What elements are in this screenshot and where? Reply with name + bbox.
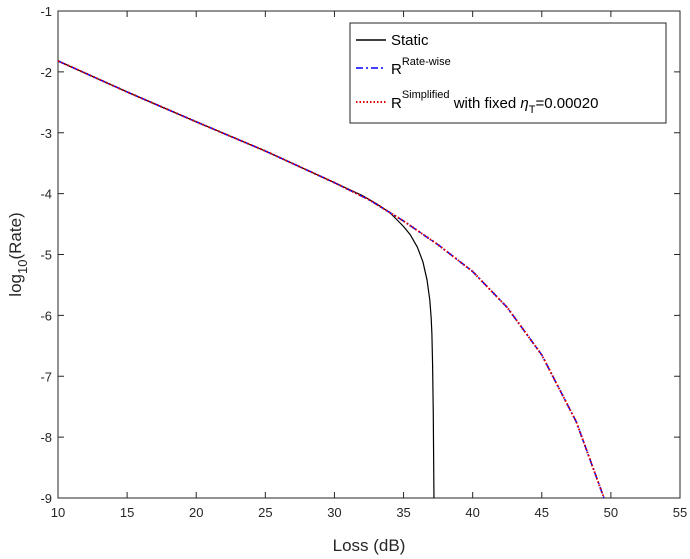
legend-label-static: Static xyxy=(391,32,429,49)
x-tick-label: 30 xyxy=(327,505,341,520)
legend-rate-wise-sup: Rate-wise xyxy=(402,56,451,68)
y-tick-labels: -9 -8 -7 -6 -5 -4 -3 -2 -1 xyxy=(40,4,52,506)
axis-ticks xyxy=(57,10,681,499)
y-axis-label: log10(Rate) xyxy=(6,212,30,296)
series-line-simplified xyxy=(57,60,605,499)
x-tick-label: 45 xyxy=(535,505,549,520)
x-tick-labels: 10 15 20 25 30 35 40 45 50 55 xyxy=(51,505,687,520)
x-tick-label: 15 xyxy=(120,505,134,520)
y-tick-label: -9 xyxy=(40,491,52,506)
x-tick-label: 20 xyxy=(189,505,203,520)
legend-simplified-mid: with fixed xyxy=(450,95,521,112)
y-tick-label: -8 xyxy=(40,430,52,445)
y-tick-label: -6 xyxy=(40,308,52,323)
y-axis-label-main: log xyxy=(6,274,25,297)
x-tick-label: 10 xyxy=(51,505,65,520)
x-axis-label: Loss (dB) xyxy=(333,536,406,555)
legend-simplified-eta: η xyxy=(520,95,528,112)
y-axis-label-tail: (Rate) xyxy=(6,212,25,259)
x-tick-label: 25 xyxy=(258,505,272,520)
legend: Static RRate-wise RSimplified with fixed… xyxy=(349,22,667,124)
legend-box xyxy=(349,22,667,124)
legend-label-simplified: RSimplified with fixed ηT=0.00020 xyxy=(391,89,598,116)
y-tick-label: -1 xyxy=(40,4,52,19)
y-tick-label: -3 xyxy=(40,126,52,141)
x-tick-label: 40 xyxy=(465,505,479,520)
legend-simplified-base: R xyxy=(391,95,402,112)
y-tick-label: -2 xyxy=(40,65,52,80)
series-lines xyxy=(57,60,605,499)
legend-simplified-sup: Simplified xyxy=(402,89,450,101)
legend-simplified-value: =0.00020 xyxy=(535,95,598,112)
y-axis-label-sub: 10 xyxy=(15,260,30,274)
y-tick-label: -7 xyxy=(40,369,52,384)
legend-simplified-eta-sub: T xyxy=(529,104,536,116)
legend-rate-wise-base: R xyxy=(391,61,402,78)
legend-label-rate-wise: RRate-wise xyxy=(391,56,451,78)
x-tick-label: 35 xyxy=(396,505,410,520)
y-tick-label: -5 xyxy=(40,248,52,263)
x-tick-label: 55 xyxy=(673,505,687,520)
x-tick-label: 50 xyxy=(604,505,618,520)
y-tick-label: -4 xyxy=(40,187,52,202)
